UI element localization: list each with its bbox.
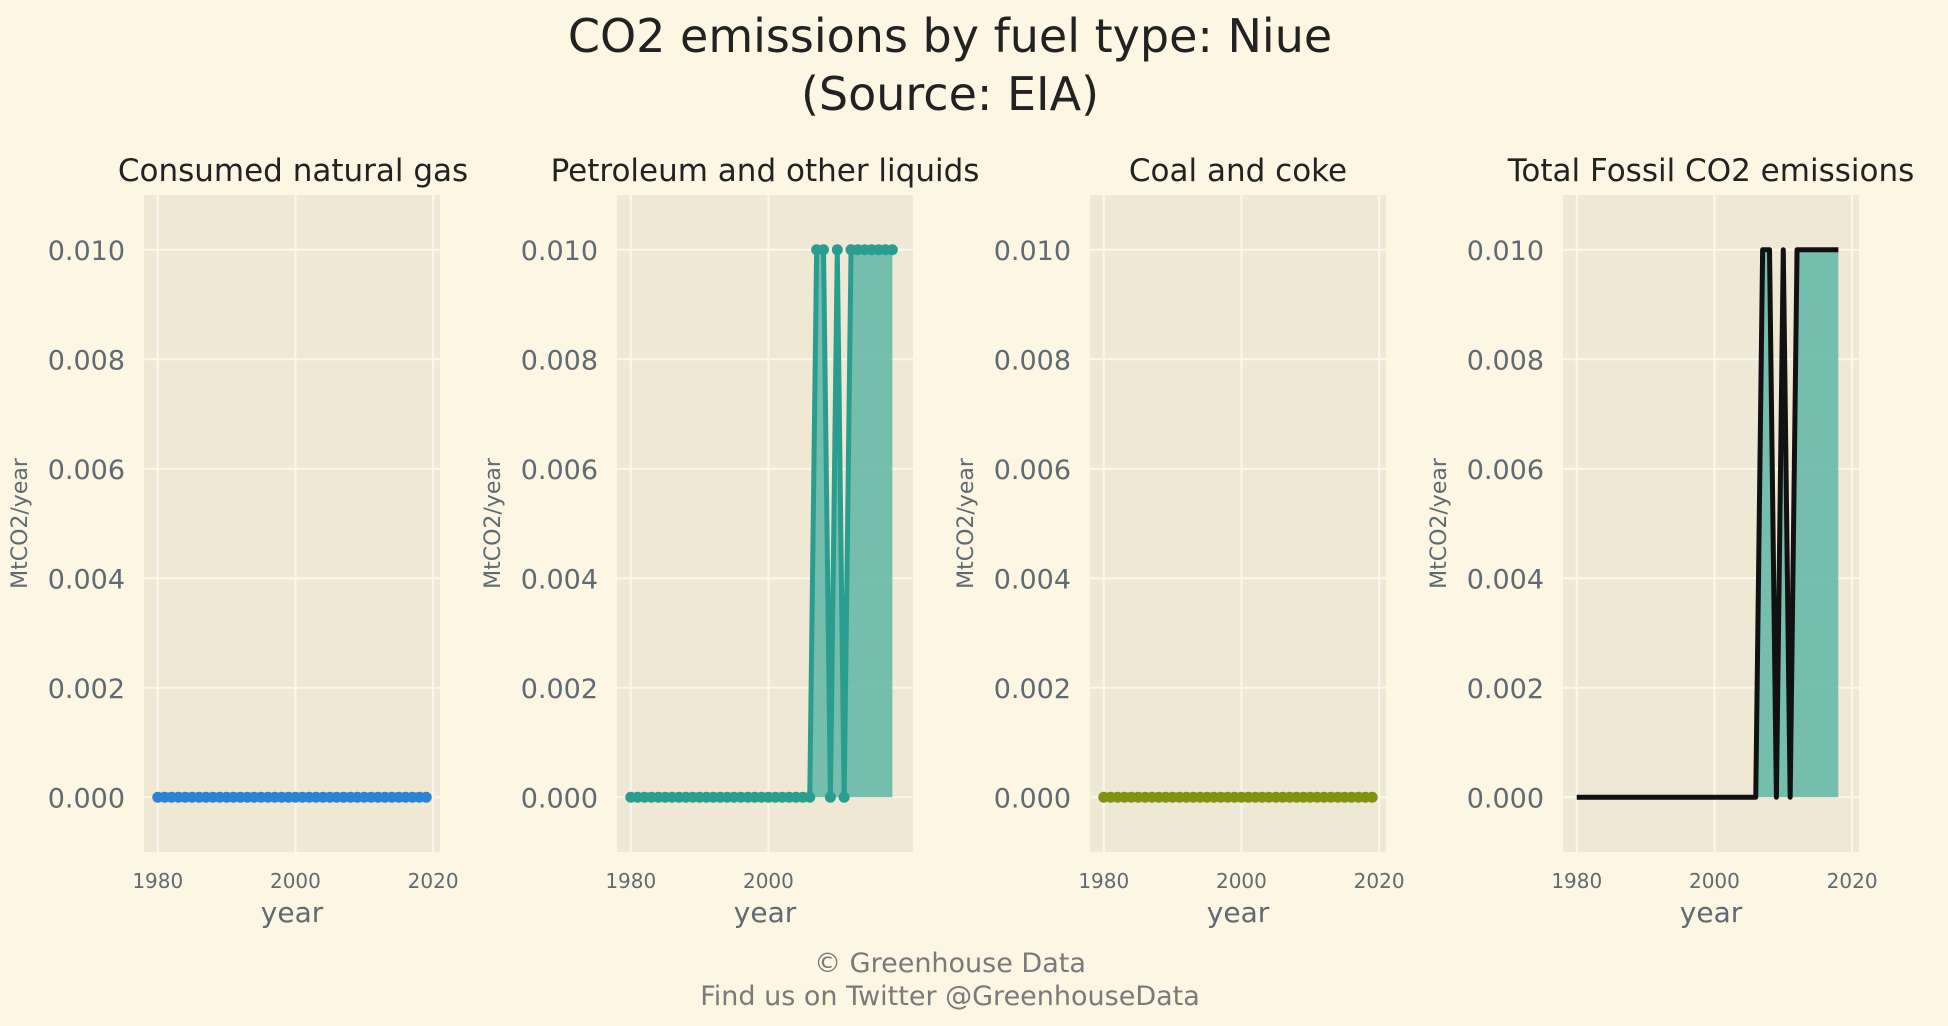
panel-title: Total Fossil CO2 emissions — [1507, 153, 1915, 189]
y-axis-label: MtCO2/year — [481, 457, 506, 589]
y-tick-label: 0.002 — [1467, 674, 1544, 705]
panel-title: Consumed natural gas — [118, 153, 468, 189]
data-point — [804, 791, 816, 803]
y-tick-label: 0.000 — [1467, 783, 1544, 814]
caption-twitter: Find us on Twitter @GreenhouseData — [700, 981, 1200, 1012]
x-tick-label: 2020 — [408, 869, 459, 893]
y-tick-label: 0.004 — [48, 564, 125, 595]
panel-background — [1090, 195, 1386, 852]
figure-subtitle: (Source: EIA) — [801, 67, 1099, 121]
y-tick-label: 0.010 — [994, 236, 1071, 267]
x-axis-label: year — [261, 896, 324, 929]
panel-title: Coal and coke — [1129, 153, 1347, 189]
panels: Consumed natural gas 0.000 0.002 0.004 0.006… — [8, 153, 1914, 929]
y-tick-label: 0.006 — [994, 455, 1071, 486]
y-tick-label: 0.006 — [48, 455, 125, 486]
panel-2: Petroleum and other liquids 0.000 0.002 0.0… — [481, 153, 979, 929]
y-tick-label: 0.010 — [521, 236, 598, 267]
data-point — [1366, 791, 1378, 803]
x-axis-label: year — [1207, 896, 1270, 929]
x-tick-label: 2000 — [743, 869, 794, 893]
x-tick-label: 2000 — [270, 869, 321, 893]
panel-3: Coal and coke 0.000 0.002 0.004 0.006 0.008 0.… — [954, 153, 1405, 929]
y-tick-label: 0.008 — [521, 345, 598, 376]
panel-title: Petroleum and other liquids — [551, 153, 980, 189]
y-tick-label: 0.000 — [48, 783, 125, 814]
panel-4: Total Fossil CO2 emissions 0.000 0.002 0.00… — [1427, 153, 1914, 929]
y-tick-label: 0.002 — [994, 674, 1071, 705]
y-tick-label: 0.000 — [521, 783, 598, 814]
x-tick-label: 1980 — [1078, 869, 1129, 893]
y-tick-label: 0.006 — [1467, 455, 1544, 486]
series-line — [1576, 247, 1839, 800]
y-tick-label: 0.004 — [994, 564, 1071, 595]
y-axis-label: MtCO2/year — [954, 457, 979, 589]
data-point — [818, 244, 830, 256]
y-tick-label: 0.008 — [48, 345, 125, 376]
x-tick-label: 1980 — [132, 869, 183, 893]
panel-1: Consumed natural gas 0.000 0.002 0.004 0.006… — [8, 153, 468, 929]
data-point — [838, 791, 850, 803]
y-axis-label: MtCO2/year — [8, 457, 33, 589]
figure-title: CO2 emissions by fuel type: Niue — [568, 9, 1332, 63]
data-point — [831, 244, 843, 256]
x-tick-label: 1980 — [1551, 869, 1602, 893]
x-tick-label: 2020 — [1827, 869, 1878, 893]
y-tick-label: 0.000 — [994, 783, 1071, 814]
caption-copyright: © Greenhouse Data — [814, 948, 1086, 979]
data-point — [420, 791, 432, 803]
data-point — [824, 791, 836, 803]
y-tick-label: 0.008 — [994, 345, 1071, 376]
x-tick-label: 2000 — [1689, 869, 1740, 893]
y-tick-label: 0.008 — [1467, 345, 1544, 376]
y-tick-label: 0.010 — [1467, 236, 1544, 267]
y-tick-label: 0.004 — [1467, 564, 1544, 595]
x-tick-label: 1980 — [605, 869, 656, 893]
y-tick-label: 0.010 — [48, 236, 125, 267]
x-tick-label: 2020 — [1354, 869, 1405, 893]
data-point — [886, 244, 898, 256]
y-tick-label: 0.006 — [521, 455, 598, 486]
x-tick-label: 2000 — [1216, 869, 1267, 893]
y-axis-label: MtCO2/year — [1427, 457, 1452, 589]
x-axis-label: year — [1680, 896, 1743, 929]
panel-background — [144, 195, 440, 852]
y-tick-label: 0.004 — [521, 564, 598, 595]
y-tick-label: 0.002 — [48, 674, 125, 705]
x-axis-label: year — [734, 896, 797, 929]
y-tick-label: 0.002 — [521, 674, 598, 705]
